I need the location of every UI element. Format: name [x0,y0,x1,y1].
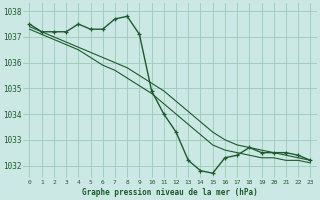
X-axis label: Graphe pression niveau de la mer (hPa): Graphe pression niveau de la mer (hPa) [82,188,258,197]
